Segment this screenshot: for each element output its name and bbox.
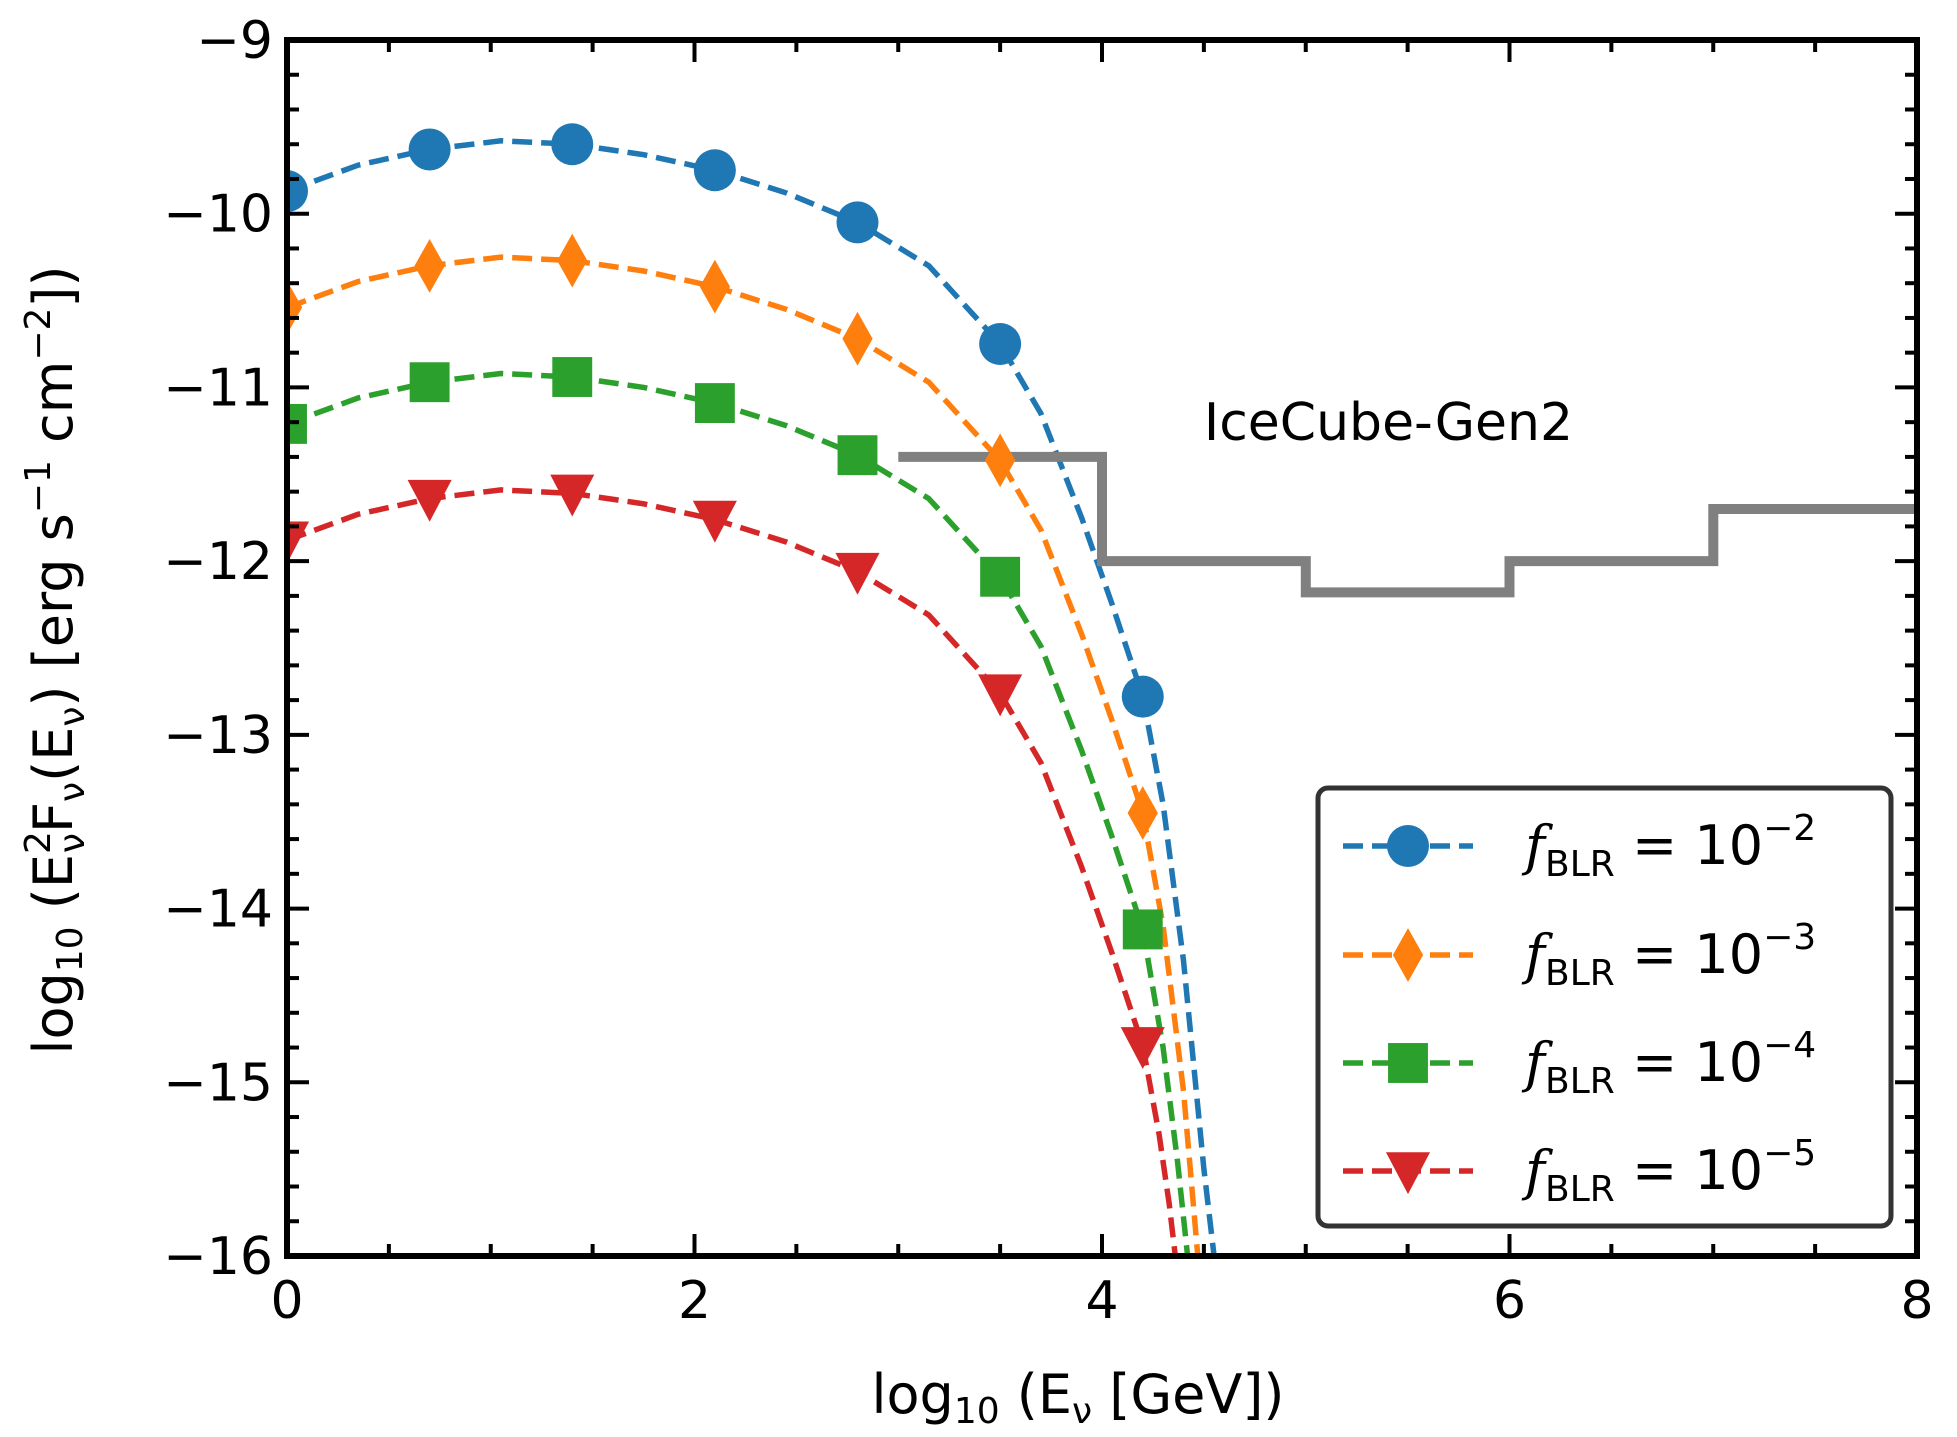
data-point xyxy=(1385,1152,1431,1195)
data-point xyxy=(287,280,303,335)
data-point xyxy=(414,238,445,293)
data-point xyxy=(1388,1043,1428,1083)
data-point xyxy=(980,556,1021,597)
y-tick-label: −10 xyxy=(163,185,273,245)
y-tick-label: −9 xyxy=(196,11,273,71)
data-point xyxy=(557,233,588,288)
icecube-gen2-label: IceCube-Gen2 xyxy=(1204,393,1573,453)
data-point xyxy=(552,357,593,397)
y-tick-labels: −16 −15 −14 −13 −12 −11 −10 −9 xyxy=(163,11,273,1287)
x-tick-label: 4 xyxy=(1085,1271,1118,1331)
series-line xyxy=(287,138,1217,1256)
data-point xyxy=(692,500,737,543)
series-markers xyxy=(287,123,1165,1069)
data-point xyxy=(1387,825,1429,867)
x-axis-label: log10 (Eν [GeV]) xyxy=(872,1363,1285,1432)
data-point xyxy=(1121,675,1164,718)
data-point xyxy=(978,674,1023,717)
x-tick-label: 0 xyxy=(270,1271,303,1331)
icecube-gen2-sensitivity xyxy=(898,451,1917,598)
y-axis-label: log10 (E2νFν(Eν) [erg s−1 cm−2]) xyxy=(18,265,93,1054)
y-tick-label: −13 xyxy=(163,706,273,766)
legend-box xyxy=(1315,785,1894,1229)
y-tick-label: −15 xyxy=(163,1053,273,1113)
data-point xyxy=(287,521,310,564)
data-point xyxy=(1120,1027,1165,1069)
data-point xyxy=(699,259,730,314)
data-point xyxy=(836,201,879,244)
data-point xyxy=(1127,786,1158,840)
legend-label: fBLR = 10−4 xyxy=(1521,1025,1816,1102)
series-curves xyxy=(287,138,1217,1256)
data-point xyxy=(693,149,736,192)
series-line xyxy=(287,254,1201,1256)
data-point xyxy=(407,479,452,522)
x-tick-label: 2 xyxy=(678,1271,711,1331)
y-tick-label: −11 xyxy=(163,358,273,418)
data-point xyxy=(1392,928,1424,982)
y-tick-label: −16 xyxy=(163,1227,273,1287)
data-point xyxy=(837,435,878,476)
y-tick-label: −14 xyxy=(163,880,273,940)
data-point xyxy=(694,383,735,424)
series-line xyxy=(287,487,1179,1256)
data-point xyxy=(835,552,880,595)
data-point xyxy=(1122,909,1163,950)
x-tick-label: 6 xyxy=(1493,1271,1526,1331)
data-point xyxy=(409,362,450,403)
icecube-gen2-line xyxy=(898,451,1917,598)
data-point xyxy=(985,433,1016,488)
x-tick-label: 8 xyxy=(1900,1271,1933,1331)
data-point xyxy=(551,123,594,166)
x-tick-labels: 0 2 4 6 8 xyxy=(270,1271,1933,1331)
legend-label: fBLR = 10−3 xyxy=(1521,917,1816,994)
data-point xyxy=(408,128,451,171)
data-point xyxy=(842,311,873,366)
y-tick-label: −12 xyxy=(163,532,273,592)
series-line xyxy=(287,370,1191,1256)
axis-ticks xyxy=(285,38,1919,1258)
data-point xyxy=(979,323,1022,365)
data-point xyxy=(550,474,595,517)
